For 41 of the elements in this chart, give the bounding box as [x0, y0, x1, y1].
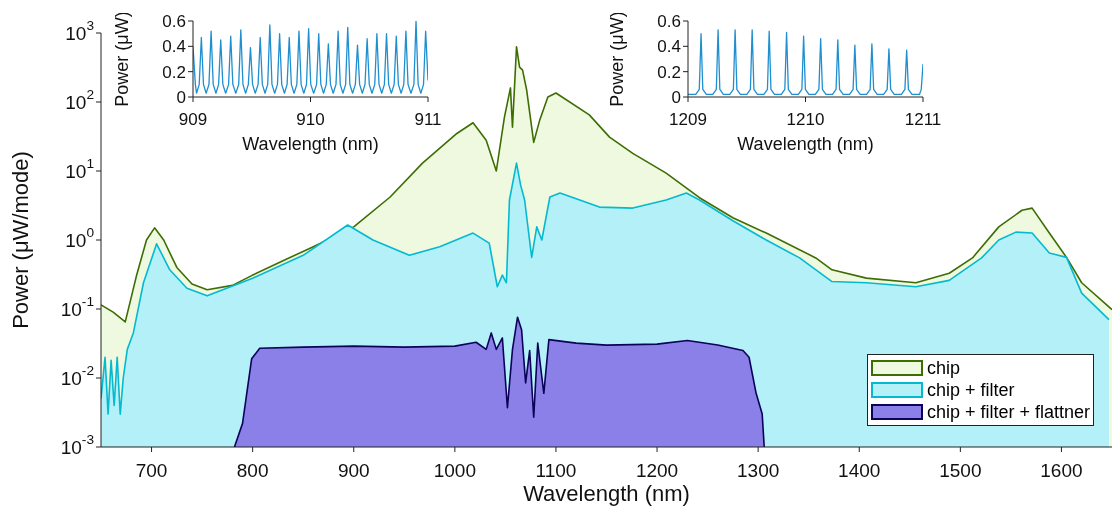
y-tick-label: 10$^{-2}$: [60, 363, 94, 389]
y-tick-label: 0.4: [162, 36, 186, 56]
y-axis-title: Power (μW/mode): [7, 151, 33, 329]
x-axis-title: Wavelength (nm): [242, 134, 379, 154]
x-tick-label: 1500: [939, 460, 982, 481]
x-tick-label: 1000: [433, 460, 476, 481]
y-axis-title: Power (μW): [607, 11, 628, 107]
y-tick-label: 0.4: [657, 36, 681, 56]
x-tick-label: 911: [414, 110, 442, 129]
y-tick-label: 10$^{3}$: [65, 18, 94, 44]
line-series: [193, 21, 428, 94]
x-tick-label: 900: [337, 460, 370, 481]
y-tick-label: 0: [671, 87, 681, 107]
y-tick-label: 10$^{0}$: [65, 225, 95, 251]
y-tick-label: 0.6: [162, 11, 186, 31]
x-tick-label: 1209: [669, 110, 707, 129]
y-tick-label: 0.2: [657, 62, 681, 82]
legend-label: chip + filter + flattner: [926, 401, 1090, 423]
y-tick-label: 10$^{1}$: [65, 156, 94, 182]
x-tick-label: 700: [135, 460, 168, 481]
x-tick-label: 1210: [786, 110, 825, 129]
legend-label: chip + filter: [926, 379, 1015, 401]
y-tick-label: 0.6: [657, 11, 681, 31]
y-tick-label: 10$^{2}$: [65, 87, 94, 113]
y-tick-label: 10$^{-3}$: [60, 432, 94, 458]
x-tick-label: 1211: [904, 110, 942, 129]
x-axis-title: Wavelength (nm): [737, 134, 874, 154]
x-axis-title: Wavelength (nm): [523, 481, 690, 506]
x-tick-label: 800: [236, 460, 269, 481]
x-tick-label: 909: [178, 110, 208, 129]
y-tick-label: 0.2: [162, 62, 186, 82]
x-tick-label: 1400: [838, 460, 881, 481]
x-tick-label: 1300: [737, 460, 780, 481]
y-axis-title: Power (μW): [112, 11, 133, 107]
x-tick-label: 1600: [1040, 460, 1083, 481]
y-tick-label: 0: [176, 87, 186, 107]
legend-label: chip: [926, 357, 960, 379]
x-tick-label: 1100: [535, 460, 577, 481]
y-tick-label: 10$^{-1}$: [60, 294, 94, 320]
x-tick-label: 910: [296, 110, 325, 129]
x-tick-label: 1200: [635, 460, 679, 481]
